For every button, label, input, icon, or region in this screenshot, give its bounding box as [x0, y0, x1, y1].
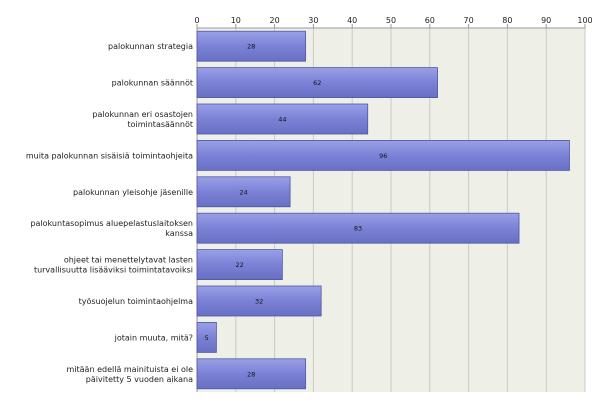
category-label: työsuojelun toimintaohjelma [79, 297, 193, 306]
category-label-line: muita palokunnan sisäisiä toimintaohjeit… [26, 151, 193, 160]
data-label: 83 [354, 225, 362, 233]
category-label-line: työsuojelun toimintaohjelma [79, 297, 193, 306]
x-tick-label: 20 [270, 16, 280, 25]
data-label: 28 [247, 370, 255, 378]
data-label: 22 [236, 261, 244, 269]
bar [196, 67, 438, 98]
category-label-line: palokunnan säännöt [112, 79, 193, 88]
x-tick-label: 40 [347, 16, 357, 25]
bar [196, 212, 520, 244]
x-tick-label: 70 [464, 16, 474, 25]
category-label-line: kanssa [165, 229, 193, 238]
category-label-line: toimintasäännöt [127, 120, 193, 129]
bar [196, 103, 369, 135]
x-tick-label: 90 [541, 16, 551, 25]
category-label: muita palokunnan sisäisiä toimintaohjeit… [26, 151, 193, 160]
category-label-line: turvallisuutta lisääviksi toimintatavoik… [34, 266, 193, 275]
category-label: mitään edellä mainituista ei ole päivitet… [67, 365, 194, 384]
category-label: palokunnan eri osastojen toimintasäännöt [92, 110, 193, 129]
x-tick-label: 50 [386, 16, 396, 25]
data-label: 62 [313, 79, 321, 87]
category-label-line: palokunnan eri osastojen [92, 110, 193, 119]
data-label: 44 [278, 116, 286, 124]
category-label: palokunnan säännöt [112, 79, 193, 88]
category-label-line: jotain muuta, mitä? [114, 333, 193, 342]
data-label: 96 [379, 152, 387, 160]
category-label: palokunnan strategia [108, 42, 193, 51]
data-label: 32 [255, 298, 263, 306]
bar [196, 249, 283, 281]
data-label: 28 [247, 43, 255, 51]
category-label-line: päivitetty 5 vuoden aikana [86, 375, 193, 384]
category-label-line: palokunnan strategia [108, 42, 193, 51]
bar [196, 285, 322, 317]
data-label: 24 [239, 188, 247, 196]
category-label-line: ohjeet tai menettelytavat lasten [64, 256, 193, 265]
category-label-line: palokuntasopimus aluepelastuslaitoksen [30, 219, 193, 228]
category-label: palokunnan yleisohje jäsenille [73, 188, 193, 197]
category-label-line: mitään edellä mainituista ei ole [67, 365, 194, 374]
x-tick-label: 0 [194, 16, 199, 25]
x-tick-label: 80 [502, 16, 512, 25]
bar [196, 176, 291, 208]
x-tick-label: 60 [425, 16, 435, 25]
bar [196, 139, 570, 171]
bar [196, 30, 307, 62]
category-label-line: palokunnan yleisohje jäsenille [73, 188, 193, 197]
x-tick-label: 10 [231, 16, 241, 25]
x-tick-label: 100 [577, 16, 592, 25]
category-label: jotain muuta, mitä? [114, 333, 193, 342]
category-label: ohjeet tai menettelytavat lasten turvalli… [34, 256, 193, 275]
category-label: palokuntasopimus aluepelastuslaitoksen ka… [30, 219, 193, 238]
bar [196, 358, 307, 390]
bar [196, 321, 217, 353]
x-tick-label: 30 [308, 16, 318, 25]
data-label: 5 [205, 334, 209, 342]
